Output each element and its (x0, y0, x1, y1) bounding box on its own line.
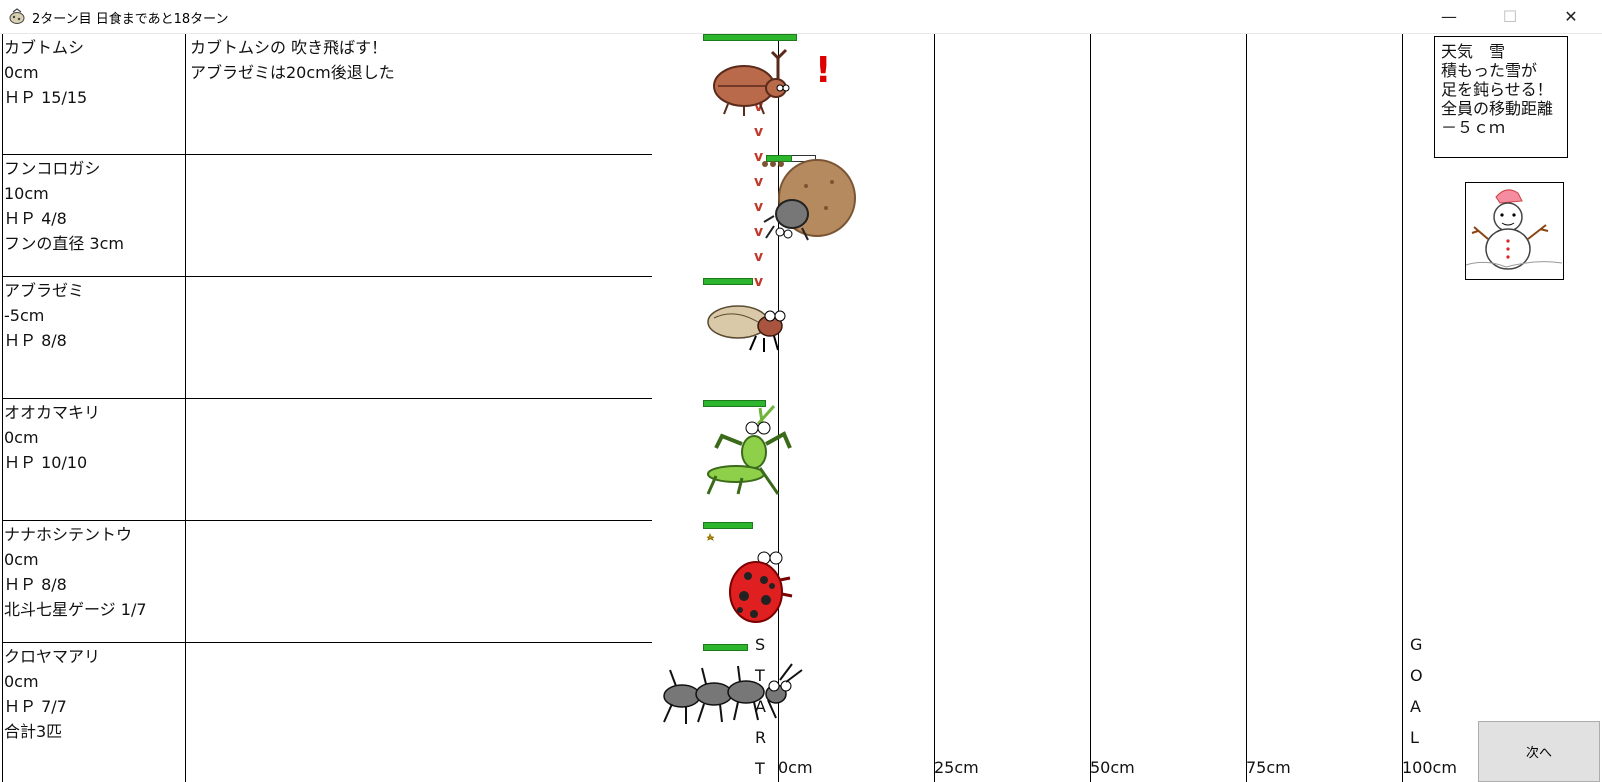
weather-image (1465, 182, 1564, 280)
player-position: 10cm (4, 184, 49, 203)
tick-label: 0cm (778, 758, 813, 777)
nanahoshitentou-sprite (706, 532, 793, 623)
knockback-arrow-icon: v (754, 149, 764, 165)
player-info-ookamakiri: オオカマキリ 0cm ＨＰ 10/10 (4, 400, 100, 475)
goal-letter: G (1410, 635, 1423, 654)
tick-label: 100cm (1402, 758, 1457, 777)
knockback-arrow-icon: v (754, 249, 764, 265)
knockback-arrow-icon: v (754, 274, 764, 290)
row-divider (2, 642, 652, 643)
row-divider (2, 520, 652, 521)
snowman-icon (1465, 189, 1563, 270)
track-line-50 (1090, 34, 1091, 782)
knockback-arrow-icon: v (754, 124, 764, 140)
hp-bar-kabutomushi (703, 34, 797, 41)
log-line: アブラゼミは20cm後退した (190, 63, 395, 82)
start-letter: S (755, 635, 766, 654)
weather-panel: 天気 雪 積もった雪が 足を鈍らせる！ 全員の移動距離 －５ｃｍ (1434, 36, 1568, 158)
kabutomushi-sprite (713, 48, 790, 116)
close-button[interactable]: ✕ (1564, 7, 1578, 26)
title-bar: 2ターン目 日食まであと18ターン — ☐ ✕ (0, 0, 1602, 34)
column-divider (185, 34, 186, 782)
weather-text: 全員の移動距離 (1441, 99, 1554, 118)
start-letter: T (755, 666, 765, 685)
next-button[interactable]: 次へ (1478, 721, 1600, 782)
player-hp: ＨＰ 10/10 (4, 453, 88, 472)
player-hp: ＨＰ 7/7 (4, 697, 67, 716)
knockback-arrow-icon: v (754, 224, 764, 240)
player-info-funkorogashi: フンコロガシ 10cm ＨＰ 4/8 フンの直径 3cm (4, 156, 124, 256)
tick-label: 25cm (934, 758, 979, 777)
player-extra: フンの直径 3cm (4, 234, 124, 253)
player-hp: ＨＰ 8/8 (4, 331, 67, 350)
track-line-0 (778, 34, 779, 782)
tick-label: 50cm (1090, 758, 1135, 777)
row-divider (2, 398, 652, 399)
goal-letter: A (1410, 697, 1421, 716)
player-position: 0cm (4, 63, 39, 82)
kuroyamaari-sprite (663, 663, 803, 724)
player-hp: ＨＰ 8/8 (4, 575, 67, 594)
knockback-arrow-icon: v (754, 174, 764, 190)
player-extra: 北斗七星ゲージ 1/7 (4, 600, 147, 619)
row-divider (2, 276, 652, 277)
player-info-kuroyamaari: クロヤマアリ 0cm ＨＰ 7/7 合計3匹 (4, 644, 100, 744)
player-name: アブラゼミ (4, 281, 85, 300)
player-name: クロヤマアリ (4, 647, 101, 666)
funkorogashi-sprite (762, 159, 856, 241)
row-divider (2, 154, 652, 155)
goal-letter: L (1410, 728, 1419, 747)
goal-letter: O (1410, 666, 1423, 685)
window-title: 2ターン目 日食まであと18ターン (32, 12, 229, 27)
start-letter: R (755, 728, 767, 747)
weather-title: 天気 雪 (1441, 42, 1506, 61)
player-info-nanahoshitentou: ナナホシテントウ 0cm ＨＰ 8/8 北斗七星ゲージ 1/7 (4, 522, 147, 622)
player-position: 0cm (4, 550, 39, 569)
track-line-25 (934, 34, 935, 782)
player-name: ナナホシテントウ (4, 525, 133, 544)
battle-log: カブトムシの 吹き飛ばす！ アブラゼミは20cm後退した (190, 35, 395, 85)
player-info-kabutomushi: カブトムシ 0cm ＨＰ 15/15 (4, 35, 87, 110)
player-position: -5cm (4, 306, 45, 325)
hp-bar-ookamakiri (703, 400, 766, 407)
player-name: オオカマキリ (4, 403, 101, 422)
weather-text: －５ｃｍ (1441, 118, 1506, 137)
tick-label: 75cm (1246, 758, 1291, 777)
start-letter: A (755, 697, 766, 716)
app-icon (9, 8, 25, 24)
knockback-arrow-icon: v (754, 199, 764, 215)
hp-bar-nanahoshitentou (703, 522, 753, 529)
hp-bar-kuroyamaari (703, 644, 748, 651)
player-hp: ＨＰ 15/15 (4, 88, 88, 107)
start-letter: T (755, 759, 765, 778)
minimize-button[interactable]: — (1441, 7, 1457, 26)
player-position: 0cm (4, 672, 39, 691)
player-hp: ＨＰ 4/8 (4, 209, 67, 228)
aburazemi-sprite (707, 305, 786, 352)
player-info-aburazemi: アブラゼミ -5cm ＨＰ 8/8 (4, 278, 84, 353)
track-line-75 (1246, 34, 1247, 782)
knockback-arrow-icon: v (754, 99, 764, 115)
game-board: カブトムシ 0cm ＨＰ 15/15 フンコロガシ 10cm ＨＰ 4/8 フン… (0, 34, 1602, 782)
weather-text: 積もった雪が (1441, 61, 1538, 80)
track-line-100 (1402, 34, 1403, 782)
hp-bar-aburazemi (703, 278, 753, 285)
player-position: 0cm (4, 428, 39, 447)
maximize-button[interactable]: ☐ (1502, 7, 1518, 26)
left-border (2, 34, 3, 782)
hp-bar-funkorogashi (766, 155, 792, 162)
log-line: カブトムシの 吹き飛ばす！ (190, 38, 388, 57)
player-name: カブトムシ (4, 38, 85, 57)
weather-text: 足を鈍らせる！ (1441, 80, 1553, 99)
alert-icon: ! (815, 50, 832, 91)
player-extra: 合計3匹 (4, 722, 63, 741)
ookamakiri-sprite (706, 405, 792, 495)
player-name: フンコロガシ (4, 159, 101, 178)
